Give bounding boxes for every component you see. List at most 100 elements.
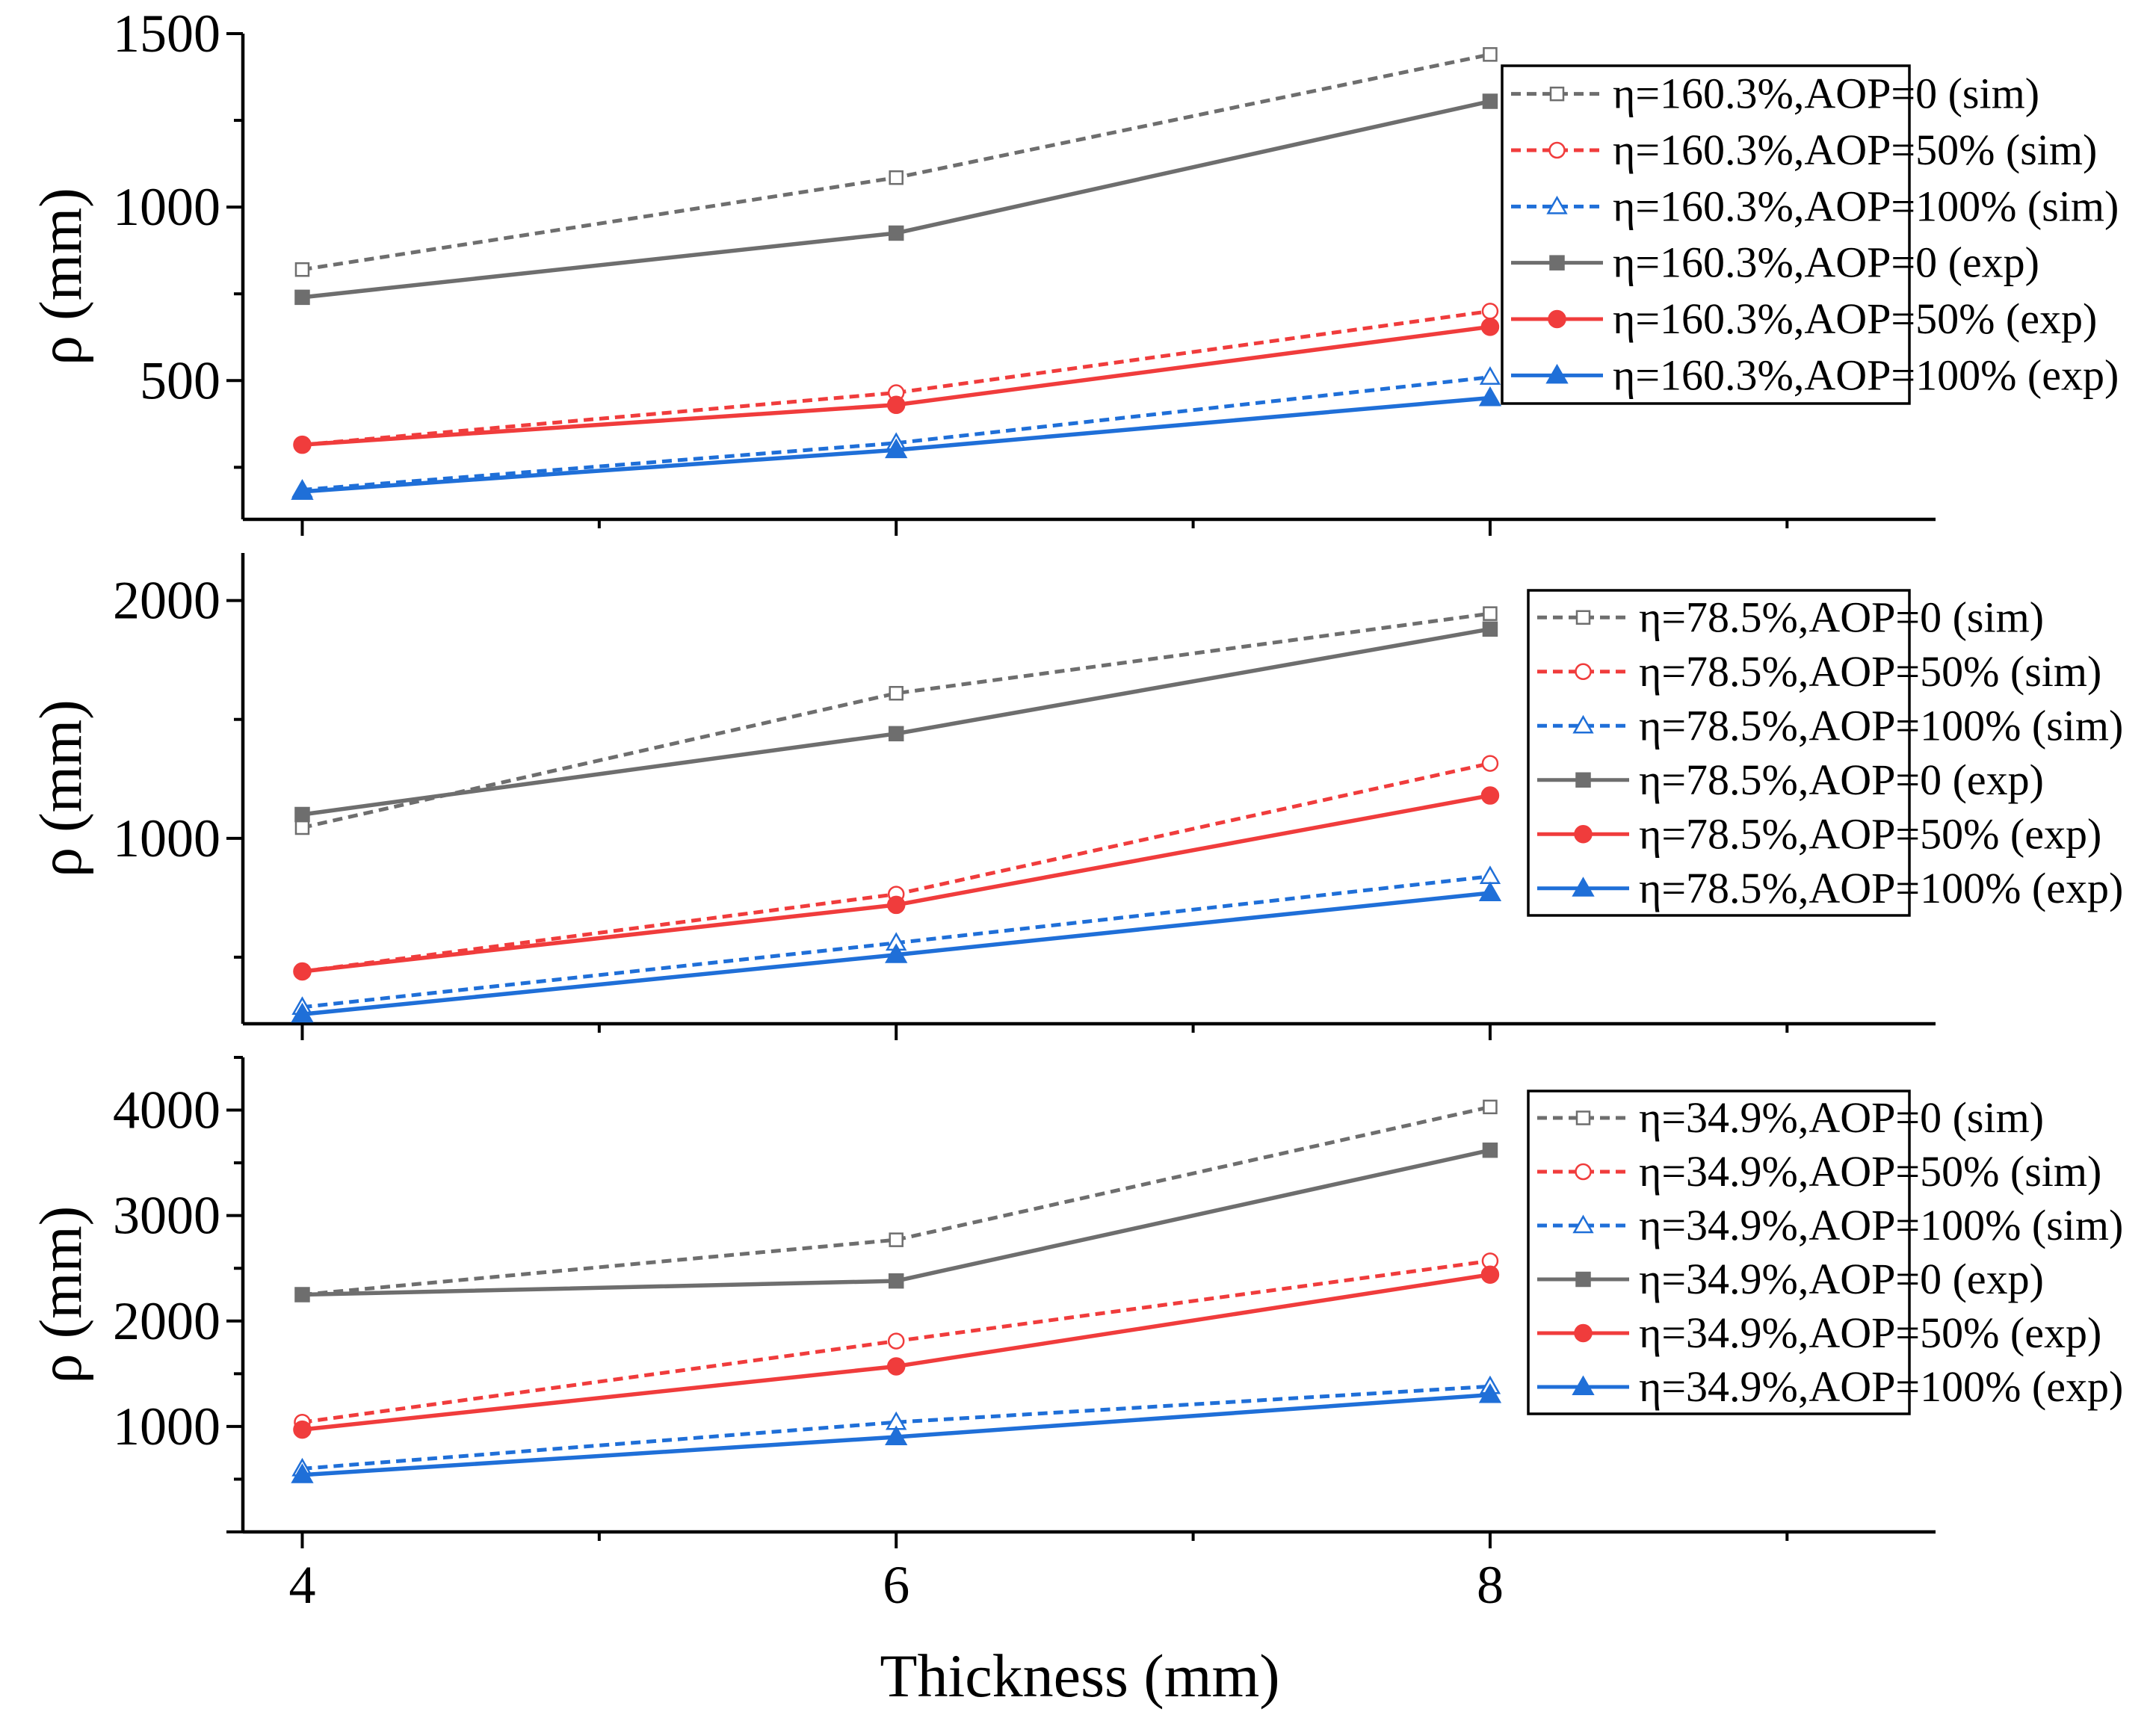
legend-label: η=34.9%,AOP=50% (exp): [1639, 1308, 2101, 1357]
y-tick-label: 1000: [113, 1397, 220, 1456]
data-point: [294, 806, 310, 823]
legend-marker: [1572, 1214, 1594, 1234]
legend-marker: [1572, 877, 1595, 897]
data-point: [886, 395, 906, 415]
data-point: [294, 1287, 310, 1302]
legend-marker: [1549, 86, 1565, 102]
legend-marker: [1575, 1271, 1591, 1288]
legend: η=78.5%,AOP=0 (sim) η=78.5%,AOP=50% (sim)…: [1527, 589, 2123, 917]
legend-label: η=160.3%,AOP=0 (exp): [1613, 238, 2039, 287]
legend-label: η=34.9%,AOP=0 (exp): [1639, 1255, 2044, 1303]
legend-box: [1501, 64, 1911, 405]
y-axis-title: ρ (mm): [28, 188, 94, 365]
data-point: [1483, 1099, 1498, 1115]
legend-marker: [1545, 363, 1569, 384]
legend-label: η=160.3%,AOP=50% (exp): [1613, 294, 2097, 343]
legend-marker: [1575, 1163, 1592, 1181]
data-point: [886, 1357, 906, 1376]
legend-marker: [1546, 195, 1568, 214]
series-5: [293, 786, 1500, 981]
data-point: [1478, 1383, 1502, 1403]
legend-marker: [1575, 1110, 1591, 1125]
x-tick-label: 6: [883, 1555, 909, 1615]
data-point: [291, 1463, 314, 1483]
data-point: [888, 225, 904, 241]
legend-marker: [1572, 714, 1594, 734]
legend-label: η=34.9%,AOP=50% (sim): [1639, 1147, 2101, 1196]
series-5: [293, 1265, 1500, 1439]
data-point: [1478, 881, 1502, 901]
legend-label: η=78.5%,AOP=0 (sim): [1639, 593, 2044, 641]
y-tick-label: 2000: [113, 571, 220, 631]
data-point: [1480, 318, 1500, 336]
y-axis-title: ρ (mm): [28, 699, 94, 877]
data-point: [885, 943, 908, 963]
series-line: [302, 1384, 1491, 1471]
y-tick-label: 3000: [113, 1186, 220, 1246]
legend-label: η=160.3%,AOP=0 (sim): [1613, 69, 2039, 118]
y-tick-label: 2000: [113, 1291, 220, 1351]
series-line: [301, 611, 1491, 829]
data-point: [1482, 621, 1498, 637]
legend-label: η=34.9%,AOP=100% (sim): [1639, 1201, 2123, 1249]
data-point: [887, 1332, 905, 1350]
legend-label: η=78.5%,AOP=100% (exp): [1639, 864, 2123, 912]
data-point: [1481, 303, 1499, 320]
legend: η=160.3%,AOP=0 (sim) η=160.3%,AOP=50% (si…: [1501, 64, 2119, 405]
data-point: [294, 262, 310, 277]
data-point: [1478, 386, 1502, 407]
data-point: [1483, 47, 1498, 62]
legend-marker: [1575, 772, 1591, 788]
data-point: [889, 685, 904, 701]
data-point: [291, 480, 314, 500]
x-tick-label: 4: [288, 1555, 315, 1615]
legend-label: η=160.3%,AOP=100% (exp): [1613, 350, 2119, 399]
y-tick-label: 1000: [113, 177, 220, 237]
series-1: [294, 47, 1498, 277]
data-point: [1481, 755, 1499, 772]
data-point: [888, 726, 904, 742]
data-point: [885, 1425, 908, 1445]
legend-label: η=34.9%,AOP=0 (sim): [1639, 1093, 2044, 1142]
x-tick-label: 8: [1477, 1555, 1504, 1615]
series-4: [294, 93, 1498, 306]
data-point: [293, 1420, 312, 1439]
data-point: [889, 1232, 904, 1247]
y-tick-label: 500: [140, 350, 220, 410]
legend-label: η=160.3%,AOP=100% (sim): [1613, 182, 2119, 230]
data-point: [1482, 1142, 1498, 1158]
data-point: [885, 438, 908, 459]
series-6: [291, 881, 1502, 1023]
data-point: [294, 289, 310, 306]
data-point: [294, 820, 310, 835]
series-5: [293, 318, 1500, 454]
data-point: [1483, 606, 1498, 621]
legend: η=34.9%,AOP=0 (sim) η=34.9%,AOP=50% (sim)…: [1527, 1090, 2123, 1415]
data-point: [886, 895, 906, 915]
series-1: [294, 606, 1498, 835]
legend-marker: [1574, 825, 1593, 844]
legend-label: η=78.5%,AOP=100% (sim): [1639, 701, 2123, 750]
data-point: [291, 1002, 314, 1023]
series-4: [294, 1142, 1498, 1302]
legend-marker: [1572, 1375, 1595, 1395]
data-point: [1480, 1265, 1500, 1284]
series-4: [294, 621, 1498, 823]
legend-label: η=34.9%,AOP=100% (exp): [1639, 1362, 2123, 1411]
legend-label: η=78.5%,AOP=50% (exp): [1639, 809, 2101, 858]
data-point: [1482, 93, 1498, 109]
legend-marker: [1574, 1323, 1593, 1343]
y-tick-label: 1000: [113, 809, 220, 868]
series-line: [302, 309, 1491, 447]
data-point: [293, 435, 312, 454]
legend-marker: [1575, 663, 1592, 680]
y-tick-label: 4000: [113, 1081, 220, 1140]
series-line: [302, 375, 1491, 492]
data-point: [1479, 366, 1501, 385]
data-point: [293, 962, 312, 981]
legend-marker: [1548, 141, 1566, 159]
